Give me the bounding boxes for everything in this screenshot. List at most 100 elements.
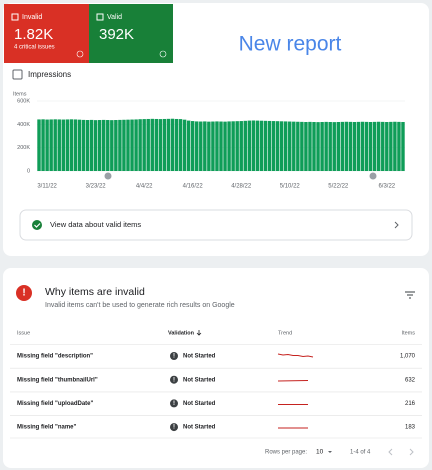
bar bbox=[81, 119, 86, 171]
bar bbox=[118, 119, 122, 171]
bar bbox=[401, 122, 405, 171]
issue-name[interactable]: Missing field "description" bbox=[17, 354, 93, 360]
bar bbox=[308, 121, 312, 171]
trend-sparkline bbox=[277, 353, 314, 358]
bar bbox=[37, 119, 41, 171]
bar bbox=[275, 121, 280, 171]
toggle-label: Impressions bbox=[28, 70, 71, 79]
status-text: Not Started bbox=[183, 425, 216, 431]
bar bbox=[372, 121, 377, 171]
bar bbox=[190, 121, 195, 171]
checkbox bbox=[11, 13, 19, 21]
y-tick-label: 200K bbox=[17, 145, 30, 151]
y-tick-label: 600K bbox=[17, 98, 30, 104]
tile-value: 1.82K bbox=[14, 26, 53, 43]
bar bbox=[126, 119, 130, 171]
bar bbox=[292, 121, 296, 171]
help-icon[interactable] bbox=[76, 50, 84, 58]
bar bbox=[85, 120, 90, 171]
bar bbox=[61, 119, 66, 171]
bar bbox=[397, 121, 401, 171]
link-text: View data about valid items bbox=[50, 220, 141, 229]
bar bbox=[207, 121, 211, 171]
status-glyph: ! bbox=[173, 354, 175, 360]
x-tick-label: 4/28/22 bbox=[231, 184, 252, 190]
item-count: 183 bbox=[405, 425, 416, 431]
bar bbox=[89, 119, 94, 171]
tile-note: 4 critical issues bbox=[14, 45, 55, 51]
bar bbox=[320, 122, 324, 171]
bar bbox=[77, 119, 82, 171]
issue-name[interactable]: Missing field "uploadDate" bbox=[17, 401, 94, 407]
rows-select[interactable]: 10 bbox=[316, 449, 324, 456]
dropdown-arrow bbox=[328, 451, 332, 453]
bar bbox=[199, 121, 203, 171]
bar bbox=[93, 120, 98, 171]
bar bbox=[263, 120, 268, 171]
bar bbox=[288, 121, 292, 171]
item-count: 216 bbox=[405, 401, 416, 407]
bar bbox=[255, 120, 260, 171]
help-icon[interactable] bbox=[159, 50, 167, 58]
trend-sparkline bbox=[277, 380, 309, 382]
status-icon bbox=[170, 399, 178, 408]
column-header[interactable]: Validation bbox=[168, 330, 195, 336]
bar bbox=[356, 121, 361, 171]
range-label: 1-4 of 4 bbox=[350, 450, 371, 456]
bar bbox=[142, 119, 146, 171]
bar bbox=[376, 121, 381, 171]
column-header: Items bbox=[402, 330, 416, 336]
status-text: Not Started bbox=[183, 354, 216, 360]
issue-name[interactable]: Missing field "name" bbox=[17, 425, 77, 431]
bar bbox=[324, 121, 328, 171]
sort-icon[interactable] bbox=[196, 330, 202, 336]
bar bbox=[296, 121, 300, 171]
filter-icon[interactable] bbox=[405, 291, 415, 299]
bar bbox=[146, 118, 150, 171]
status-glyph: ! bbox=[173, 425, 175, 431]
bar bbox=[344, 121, 349, 171]
bar bbox=[97, 120, 102, 171]
bar bbox=[219, 121, 223, 171]
bar bbox=[170, 118, 175, 171]
bar bbox=[110, 120, 114, 171]
bar bbox=[328, 122, 332, 171]
x-tick-label: 6/3/22 bbox=[378, 184, 395, 190]
status-text: Not Started bbox=[183, 401, 216, 407]
pager-arrows[interactable] bbox=[388, 448, 414, 456]
link-card[interactable] bbox=[19, 209, 413, 241]
bar bbox=[186, 120, 191, 171]
bar bbox=[300, 121, 304, 171]
tile-label: Invalid bbox=[22, 14, 42, 21]
bar bbox=[332, 122, 336, 171]
bar bbox=[259, 120, 264, 171]
bar bbox=[348, 121, 353, 171]
y-tick-label: 400K bbox=[17, 122, 30, 128]
bar bbox=[106, 120, 110, 171]
y-tick-label: 0 bbox=[27, 168, 30, 174]
checkbox[interactable] bbox=[12, 69, 23, 80]
bar bbox=[122, 119, 126, 171]
bar bbox=[239, 121, 243, 171]
status-text: Not Started bbox=[183, 377, 216, 383]
bar bbox=[267, 120, 272, 171]
status-icon bbox=[170, 375, 178, 384]
checkbox bbox=[96, 13, 104, 21]
bar bbox=[251, 120, 256, 171]
bar bbox=[243, 120, 247, 171]
bar bbox=[312, 122, 316, 171]
bar bbox=[195, 121, 199, 171]
chevron bbox=[394, 221, 399, 229]
bar bbox=[279, 121, 284, 171]
bar bbox=[138, 119, 142, 171]
annotation-marker[interactable] bbox=[369, 172, 377, 180]
issue-name[interactable]: Missing field "thumbnailUrl" bbox=[17, 377, 98, 383]
annotation-marker[interactable] bbox=[104, 172, 112, 180]
bar bbox=[162, 118, 167, 171]
bar bbox=[150, 118, 154, 171]
x-tick-label: 5/10/22 bbox=[280, 184, 301, 190]
bar bbox=[69, 119, 74, 171]
bar bbox=[130, 119, 134, 171]
bar bbox=[182, 119, 187, 171]
tile-value: 392K bbox=[99, 26, 134, 43]
